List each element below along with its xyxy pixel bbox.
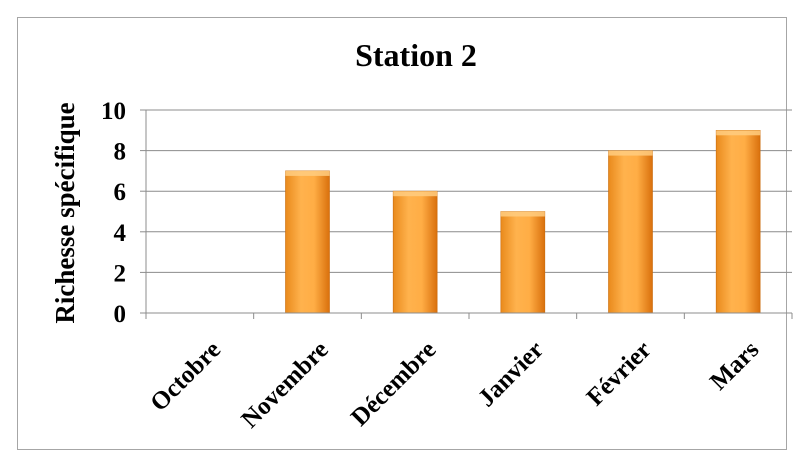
x-tick-label: Février (582, 336, 657, 411)
bar-top-highlight (285, 170, 330, 176)
x-tick-label: Octobre (145, 336, 226, 417)
grid-layer (140, 109, 792, 314)
x-tick-label: Décembre (346, 336, 441, 431)
y-tick-labels: 0 2 4 6 8 10 (101, 98, 127, 328)
bars-layer (285, 130, 761, 314)
y-axis-label: Richesse spécifique (50, 102, 80, 323)
bar (500, 211, 546, 314)
y-tick-label: 4 (114, 220, 127, 247)
axis-layer (145, 110, 793, 319)
y-tick-label: 0 (114, 301, 127, 328)
x-tick-labels: Octobre Novembre Décembre Janvier Février Mar… (145, 336, 764, 434)
bar-top-highlight (393, 191, 438, 197)
x-tick-label: Novembre (236, 336, 333, 433)
bar (285, 170, 330, 314)
bar-top-highlight (500, 211, 545, 217)
bar-top-highlight (716, 130, 761, 136)
y-tick-label: 10 (101, 98, 126, 125)
bar (608, 150, 653, 314)
y-tick-label: 2 (114, 260, 127, 287)
bar (715, 130, 761, 314)
x-tick-label: Mars (705, 336, 765, 396)
chart-title: Station 2 (355, 37, 477, 73)
x-tick-label: Janvier (473, 336, 549, 412)
bar-top-highlight (608, 150, 653, 156)
y-tick-label: 6 (114, 179, 127, 206)
y-tick-label: 8 (114, 139, 127, 166)
bar (392, 190, 438, 314)
